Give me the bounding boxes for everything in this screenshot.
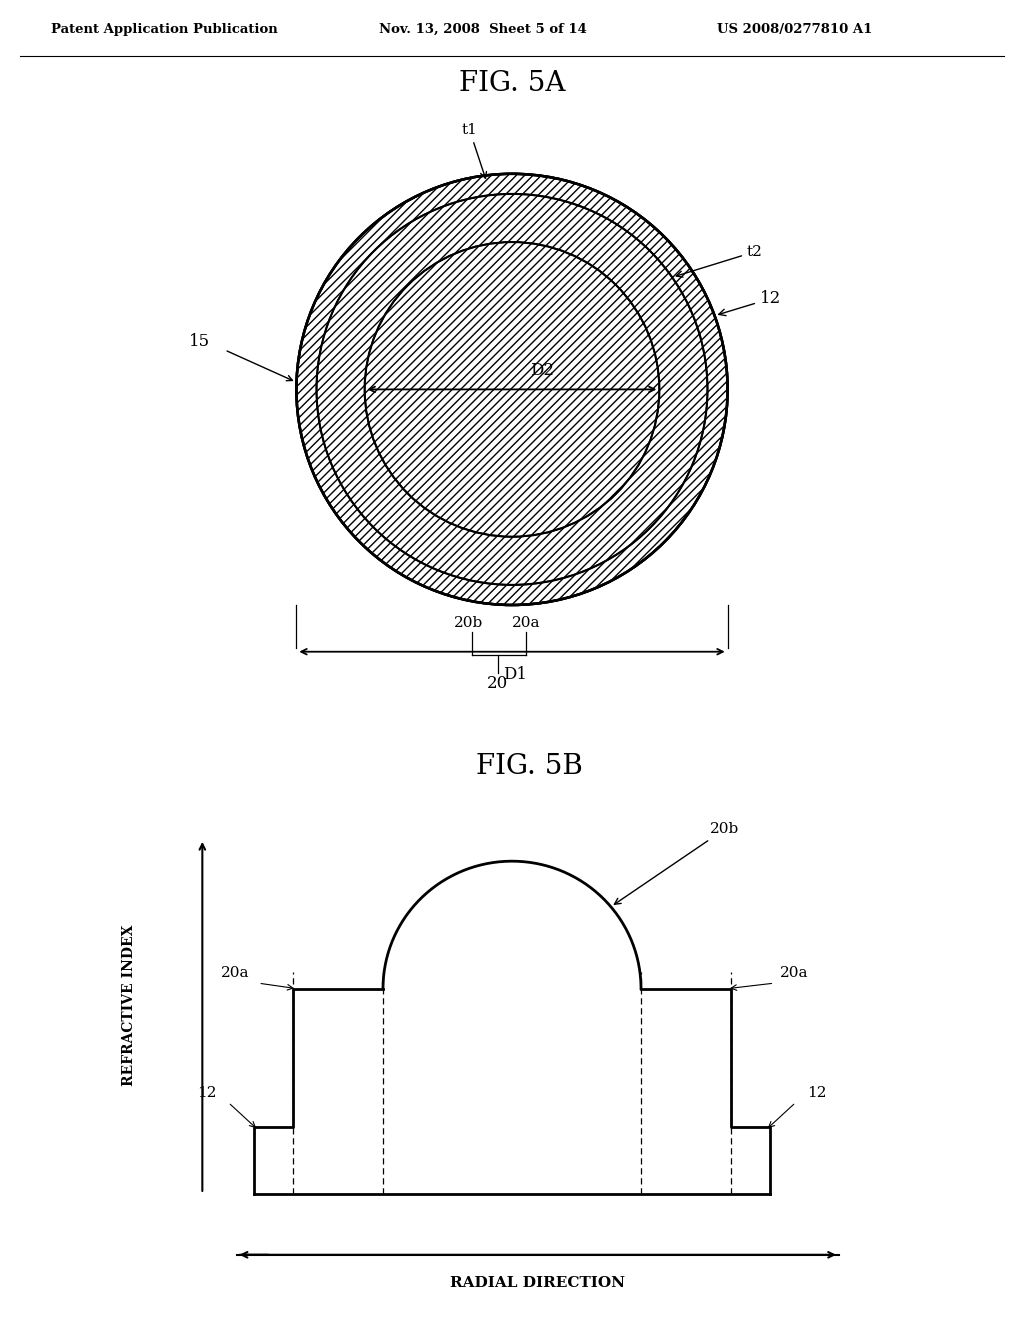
Text: t2: t2 [676,244,763,277]
Circle shape [316,194,708,585]
Text: 20a: 20a [780,966,809,981]
Circle shape [296,174,728,605]
Text: D2: D2 [530,362,554,379]
Text: 20: 20 [487,675,508,692]
Text: FIG. 5A: FIG. 5A [459,70,565,98]
Text: t1: t1 [462,123,486,178]
Text: 20a: 20a [512,615,541,630]
Text: 20a: 20a [221,966,250,981]
Text: FIG. 5B: FIG. 5B [476,754,583,780]
Text: Patent Application Publication: Patent Application Publication [51,24,278,36]
Text: Nov. 13, 2008  Sheet 5 of 14: Nov. 13, 2008 Sheet 5 of 14 [379,24,587,36]
Circle shape [365,242,659,537]
Text: 12: 12 [808,1085,827,1100]
Text: US 2008/0277810 A1: US 2008/0277810 A1 [717,24,872,36]
Text: 15: 15 [188,333,210,350]
Text: D1: D1 [504,667,527,682]
Text: 12: 12 [719,290,781,315]
Text: REFRACTIVE INDEX: REFRACTIVE INDEX [122,924,136,1086]
Text: 20b: 20b [614,822,739,904]
Text: 20b: 20b [455,615,483,630]
Text: 12: 12 [197,1085,216,1100]
Text: RADIAL DIRECTION: RADIAL DIRECTION [451,1275,626,1290]
